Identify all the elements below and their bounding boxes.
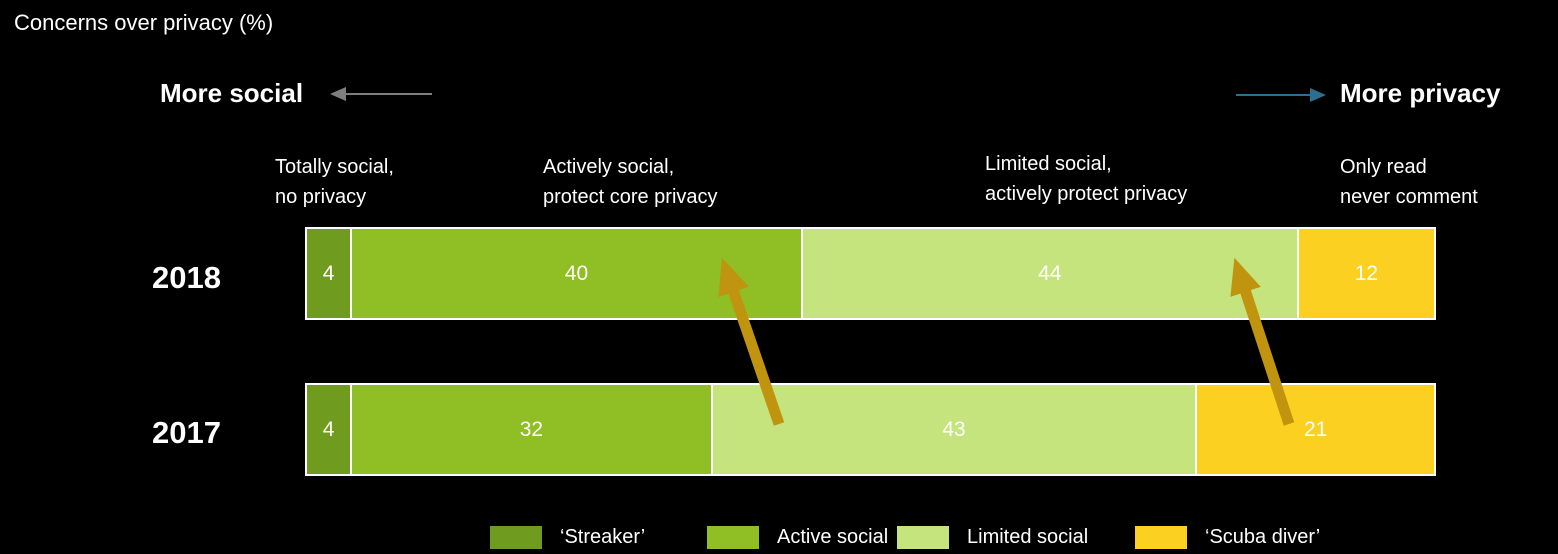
streaker-swatch	[490, 526, 542, 549]
active-social-swatch	[707, 526, 759, 549]
segment-header-totally-social: Totally social, no privacy	[275, 156, 394, 208]
segment-header-limited-social: Limited social, actively protect privacy	[985, 153, 1188, 205]
legend-item-scuba-diver: ‘Scuba diver’	[1135, 526, 1320, 549]
bar-segment-2018-active-social: 40	[352, 229, 803, 318]
bar-segment-2017-limited-social: 43	[712, 385, 1198, 474]
limited-social-swatch	[897, 526, 949, 549]
bar-segment-2017-streaker: 4	[307, 385, 353, 474]
segment-header-only-read: Only read never comment	[1340, 156, 1478, 208]
legend-item-limited-social: Limited social	[897, 526, 1135, 549]
bar-segment-2018-scuba-diver: 12	[1298, 229, 1434, 318]
legend-label-streaker: ‘Streaker’	[560, 526, 646, 548]
bar-segment-2018-limited-social: 44	[802, 229, 1299, 318]
segment-header-actively-social: Actively social, protect core privacy	[543, 156, 718, 208]
bar-segment-2018-streaker: 4	[307, 229, 353, 318]
legend-item-streaker: ‘Streaker’	[490, 526, 707, 549]
bar-2018: 4 40 44 12	[305, 227, 1436, 320]
legend-label-active-social: Active social	[777, 526, 889, 548]
legend-label-scuba-diver: ‘Scuba diver’	[1205, 526, 1321, 548]
legend: ‘Streaker’ Active social Limited social ‘Sc…	[490, 526, 1320, 549]
more-social-label: More social	[160, 78, 304, 108]
row-label-2018: 2018	[152, 259, 221, 295]
more-privacy-label: More privacy	[1340, 78, 1501, 108]
bar-2017: 4 32 43 21	[305, 383, 1436, 476]
legend-item-active-social: Active social	[707, 526, 897, 549]
bar-segment-2017-active-social: 32	[352, 385, 713, 474]
chart-title: Concerns over privacy (%)	[14, 10, 274, 35]
row-label-2017: 2017	[152, 414, 221, 450]
legend-label-limited-social: Limited social	[967, 526, 1089, 548]
scuba-diver-swatch	[1135, 526, 1187, 549]
bar-segment-2017-scuba-diver: 21	[1197, 385, 1434, 474]
